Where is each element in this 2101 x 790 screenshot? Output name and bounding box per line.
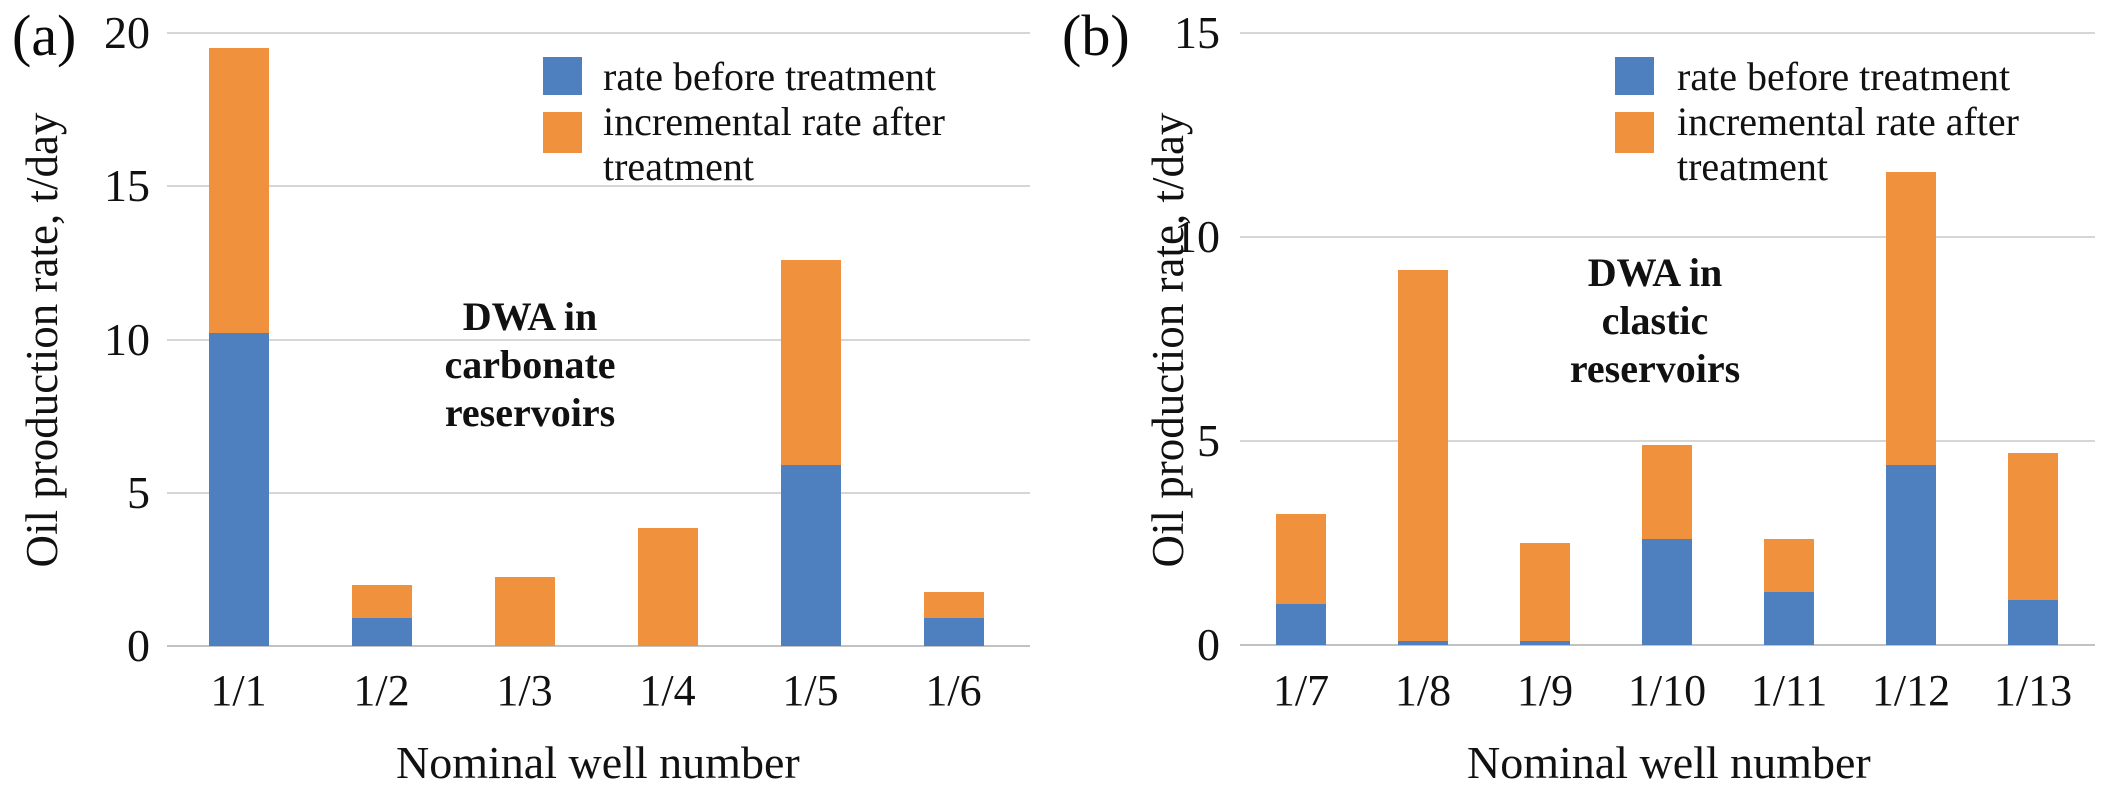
x-tick-label-1/4: 1/4 [639, 666, 696, 715]
legend-label-after-b-line2: treatment [1677, 144, 1829, 189]
annotation-a-line2: carbonate [444, 342, 616, 387]
bar-segment-before-1/7 [1276, 604, 1326, 645]
bar-segment-before-1/6 [923, 618, 984, 646]
x-tick-label-1/9: 1/9 [1516, 666, 1574, 715]
bar-segment-after-1/11 [1764, 538, 1814, 592]
bar-segment-after-1/10 [1642, 445, 1692, 539]
panel-letter-a: (a) [12, 3, 77, 68]
bar-segment-before-1/10 [1642, 538, 1692, 645]
gridline-y5 [167, 491, 1030, 494]
x-tick-label-1/10: 1/10 [1627, 666, 1707, 715]
x-tick-label-1/12: 1/12 [1871, 666, 1951, 715]
annotation-a: DWA in carbonate reservoirs [444, 293, 615, 437]
bar-segment-before-1/13 [2008, 600, 2058, 645]
bar-segment-before-1/12 [1886, 465, 1936, 645]
x-tick-label-1/5: 1/5 [782, 666, 839, 715]
y-tick-label-10: 10 [1174, 211, 1220, 262]
x-tick-label-1/7: 1/7 [1272, 666, 1330, 715]
legend-swatch-before-a [543, 57, 582, 95]
bar-segment-after-1/1 [208, 48, 269, 334]
annotation-b-line2: clastic [1601, 298, 1709, 343]
x-tick-label-1/11: 1/11 [1750, 666, 1828, 715]
legend-label-after-b-line1: incremental rate after [1677, 99, 2019, 144]
bar-segment-after-1/13 [2008, 453, 2058, 601]
bar-segment-before-1/2 [351, 618, 412, 646]
bar-segment-after-1/5 [780, 259, 841, 466]
bar-segment-after-1/6 [923, 592, 984, 619]
bar-segment-before-1/5 [780, 465, 841, 646]
annotation-a-line1: DWA in [462, 294, 598, 339]
y-tick-label-5: 5 [1197, 415, 1220, 466]
bar-segment-after-1/8 [1398, 269, 1448, 641]
y-tick-label-10: 10 [104, 313, 150, 365]
y-axis-title-b: Oil production rate, t/day [1143, 112, 1193, 568]
annotation-b-line1: DWA in [1587, 250, 1723, 295]
x-tick-label-1/8: 1/8 [1394, 666, 1452, 715]
y-tick-label-20: 20 [104, 7, 150, 58]
bar-segment-after-1/2 [351, 584, 412, 619]
bar-segment-after-1/12 [1886, 171, 1936, 466]
y-tick-label-5: 5 [127, 466, 150, 518]
bar-segment-before-1/11 [1764, 591, 1814, 645]
gridline-y5 [1240, 440, 2095, 442]
legend-swatch-after-b [1615, 112, 1654, 153]
y-tick-label-15: 15 [104, 160, 150, 212]
panel-letter-b: (b) [1062, 3, 1130, 68]
x-axis-title-b: Nominal well number [1467, 737, 1871, 788]
bar-segment-after-1/9 [1520, 543, 1570, 641]
gridline-y15 [1240, 32, 2095, 34]
x-axis-title-a: Nominal well number [396, 737, 800, 788]
x-axis-line [167, 645, 1030, 647]
bar-segment-before-1/8 [1398, 640, 1448, 645]
gridline-y10 [1240, 236, 2095, 238]
gridline-y15 [167, 185, 1030, 188]
bar-segment-after-1/3 [494, 577, 555, 646]
legend-label-after-a-line2: treatment [603, 144, 755, 189]
bar-segment-before-1/9 [1520, 640, 1570, 645]
annotation-b-line3: reservoirs [1569, 346, 1741, 391]
legend-label-after-a-line1: incremental rate after [603, 99, 945, 144]
x-tick-label-1/13: 1/13 [1993, 666, 2073, 715]
bar-segment-after-1/4 [637, 527, 698, 646]
y-tick-label-15: 15 [1174, 7, 1220, 58]
x-tick-label-1/1: 1/1 [210, 666, 267, 715]
gridline-y20 [167, 32, 1030, 34]
legend-swatch-before-b [1615, 57, 1654, 95]
annotation-a-line3: reservoirs [444, 390, 616, 435]
y-tick-label-0: 0 [127, 620, 150, 671]
x-tick-label-1/2: 1/2 [353, 666, 410, 715]
y-tick-label-0: 0 [1197, 619, 1220, 670]
gridline-y10 [167, 338, 1030, 341]
x-axis-line [1240, 644, 2095, 646]
x-tick-label-1/6: 1/6 [925, 666, 982, 715]
legend-swatch-after-a [543, 112, 582, 153]
legend-label-before-a: rate before treatment [603, 54, 937, 99]
legend-label-before-b: rate before treatment [1677, 54, 2011, 99]
x-tick-label-1/3: 1/3 [496, 666, 553, 715]
annotation-b: DWA in clastic reservoirs [1570, 249, 1740, 393]
bar-segment-before-1/1 [208, 333, 269, 646]
bar-segment-after-1/7 [1276, 514, 1326, 605]
